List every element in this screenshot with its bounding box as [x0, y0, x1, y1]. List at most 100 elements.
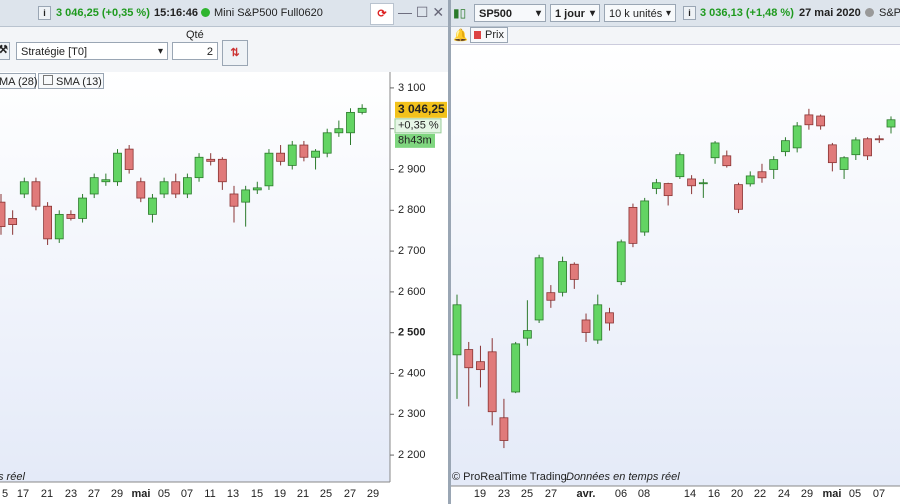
candle-body — [698, 182, 708, 185]
chart-type-icon[interactable]: ▮▯ — [453, 6, 467, 20]
candle-body — [148, 197, 157, 215]
wrench-button[interactable]: ⚒ — [0, 42, 10, 60]
candle-body — [206, 158, 216, 162]
candle-body — [522, 330, 532, 339]
candle-body — [136, 181, 146, 199]
right-instrument: S&P — [879, 7, 900, 19]
candle-body — [241, 189, 251, 203]
indicator-ma[interactable]: MA (28) — [0, 73, 38, 89]
candle-body — [19, 181, 29, 195]
candle-body — [464, 349, 474, 369]
candle-body — [311, 150, 320, 158]
legend-swatch — [474, 31, 481, 39]
candle-body — [66, 213, 76, 219]
candle-body — [299, 144, 309, 158]
candle-body — [663, 183, 673, 197]
candle-body — [757, 171, 767, 179]
window-buttons[interactable]: — ☐ ✕ — [398, 4, 445, 20]
left-price-change: 3 046,25 (+0,35 %) — [56, 7, 150, 19]
right-legend-row — [451, 27, 900, 45]
price-legend[interactable]: Prix — [470, 27, 508, 43]
candle-body — [31, 181, 41, 207]
candle-body — [8, 218, 18, 225]
refresh-button[interactable]: ⟳ — [370, 3, 394, 25]
candle-body — [851, 139, 861, 156]
candle-body — [357, 107, 367, 113]
candle-body — [769, 159, 779, 170]
candle-body — [605, 312, 614, 324]
candle-body — [159, 181, 169, 195]
candle-body — [276, 152, 286, 162]
last-price-tag — [395, 101, 447, 118]
copyright: © ProRealTime Trading — [452, 471, 567, 483]
right-plot-bg — [451, 44, 900, 486]
candle-body — [863, 138, 872, 157]
candle-body — [499, 417, 509, 441]
candle-body — [0, 201, 6, 228]
alert-icon[interactable]: 🔔 — [453, 28, 468, 42]
candle-body — [322, 132, 332, 154]
x-tick-label: 25 — [521, 488, 533, 500]
checkbox[interactable] — [43, 75, 53, 85]
y-tick-label: 2 800 — [398, 204, 426, 216]
order-button[interactable]: ⇅ — [222, 40, 248, 66]
candle-body — [593, 304, 603, 341]
y-tick-label: 2 900 — [398, 163, 426, 175]
realtime-note: Données en temps réel — [566, 471, 680, 483]
candle-body — [43, 205, 52, 240]
right-info-button[interactable]: i — [683, 6, 696, 20]
candle-body — [558, 261, 567, 293]
info-button[interactable]: i — [38, 6, 51, 20]
candle-body — [687, 178, 696, 187]
x-tick-label: 05 — [158, 488, 170, 500]
instrument: Mini S&P500 Full0620 — [214, 7, 323, 19]
time-tag: 8h43m — [398, 135, 432, 147]
candle-body — [182, 177, 192, 195]
x-tick-label: 29 — [367, 488, 379, 500]
candle-body — [652, 182, 661, 189]
candle-body — [452, 304, 462, 356]
y-tick-label: 2 300 — [398, 408, 426, 420]
x-tick-label: 27 — [88, 488, 100, 500]
x-tick-label: 25 — [320, 488, 332, 500]
units-select[interactable]: 10 k unités — [604, 4, 676, 23]
candle-body — [346, 111, 355, 134]
change-tag-bg — [394, 118, 442, 134]
symbol-select[interactable]: SP500 — [474, 4, 546, 23]
candle-body — [781, 140, 790, 153]
left-time: 15:16:46 — [154, 7, 199, 19]
candle-body — [217, 158, 227, 183]
x-tick-label: 27 — [344, 488, 356, 500]
candle-body — [839, 157, 849, 170]
candle-body — [78, 197, 87, 219]
x-tick-label: 08 — [638, 488, 650, 500]
candle-body — [534, 257, 544, 321]
candle-body — [101, 179, 111, 183]
change-tag: +0,35 % — [398, 120, 439, 132]
strategy-select[interactable]: Stratégie [T0] — [16, 42, 168, 61]
x-tick-label: 24 — [778, 488, 790, 500]
candle-body — [616, 241, 626, 283]
panel-separator — [448, 0, 451, 504]
x-tick-label: 13 — [227, 488, 239, 500]
candle-body — [487, 351, 497, 413]
qty-input[interactable]: 2 — [172, 42, 218, 60]
x-tick-label: 11 — [204, 488, 215, 500]
candle-body — [334, 128, 344, 134]
x-tick-label: mai — [132, 488, 151, 500]
period-select[interactable]: 1 jour — [550, 4, 600, 23]
candle-body — [569, 263, 579, 280]
x-tick-label: 06 — [615, 488, 627, 500]
candle-body — [710, 142, 720, 159]
candle-body — [171, 181, 181, 195]
x-tick-label: 21 — [297, 488, 309, 500]
candle-body — [827, 144, 837, 164]
right-date: 27 mai 2020 — [799, 7, 861, 19]
qty-label: Qté — [186, 29, 204, 41]
candle-body — [229, 193, 239, 207]
x-tick-label: 23 — [498, 488, 510, 500]
indicator-sma[interactable]: SMA (13) — [38, 73, 104, 89]
x-tick-label: 17 — [17, 488, 29, 500]
candle-body — [546, 292, 556, 301]
candle-body — [476, 361, 485, 371]
